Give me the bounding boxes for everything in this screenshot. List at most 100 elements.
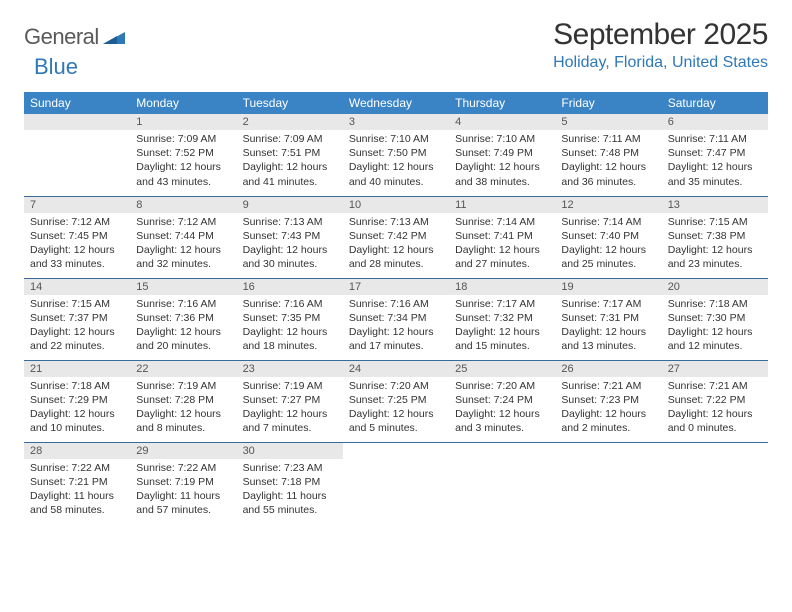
sunset-line: Sunset: 7:30 PM: [668, 311, 762, 325]
sunrise-line: Sunrise: 7:10 AM: [455, 132, 549, 146]
day-number: 23: [237, 361, 343, 377]
day-content: Sunrise: 7:20 AMSunset: 7:25 PMDaylight:…: [343, 377, 449, 440]
calendar-week: 14Sunrise: 7:15 AMSunset: 7:37 PMDayligh…: [24, 278, 768, 360]
sunrise-line: Sunrise: 7:21 AM: [668, 379, 762, 393]
day-content: Sunrise: 7:14 AMSunset: 7:40 PMDaylight:…: [555, 213, 661, 276]
sunset-line: Sunset: 7:23 PM: [561, 393, 655, 407]
day-number: 30: [237, 443, 343, 459]
daylight-line: Daylight: 12 hours and 5 minutes.: [349, 407, 443, 435]
title-block: September 2025 Holiday, Florida, United …: [553, 18, 768, 72]
sunset-line: Sunset: 7:38 PM: [668, 229, 762, 243]
daylight-line: Daylight: 12 hours and 3 minutes.: [455, 407, 549, 435]
calendar-cell: 3Sunrise: 7:10 AMSunset: 7:50 PMDaylight…: [343, 114, 449, 196]
weekday-header: Thursday: [449, 92, 555, 114]
weekday-header: Friday: [555, 92, 661, 114]
day-number: 9: [237, 197, 343, 213]
calendar-table: SundayMondayTuesdayWednesdayThursdayFrid…: [24, 92, 768, 524]
sunrise-line: Sunrise: 7:22 AM: [136, 461, 230, 475]
calendar-cell: 25Sunrise: 7:20 AMSunset: 7:24 PMDayligh…: [449, 360, 555, 442]
day-content: Sunrise: 7:10 AMSunset: 7:49 PMDaylight:…: [449, 130, 555, 193]
sunset-line: Sunset: 7:21 PM: [30, 475, 124, 489]
day-content: Sunrise: 7:22 AMSunset: 7:21 PMDaylight:…: [24, 459, 130, 522]
month-title: September 2025: [553, 18, 768, 52]
day-number: 4: [449, 114, 555, 130]
calendar-cell: 9 Sunrise: 7:13 AMSunset: 7:43 PMDaylight…: [237, 196, 343, 278]
sunrise-line: Sunrise: 7:16 AM: [136, 297, 230, 311]
sunrise-line: Sunrise: 7:20 AM: [455, 379, 549, 393]
day-number: 1: [130, 114, 236, 130]
sunset-line: Sunset: 7:43 PM: [243, 229, 337, 243]
sunset-line: Sunset: 7:31 PM: [561, 311, 655, 325]
calendar-week: 28Sunrise: 7:22 AMSunset: 7:21 PMDayligh…: [24, 442, 768, 524]
calendar-cell: [24, 114, 130, 196]
sunrise-line: Sunrise: 7:18 AM: [668, 297, 762, 311]
sunset-line: Sunset: 7:52 PM: [136, 146, 230, 160]
calendar-cell: 17Sunrise: 7:16 AMSunset: 7:34 PMDayligh…: [343, 278, 449, 360]
sunrise-line: Sunrise: 7:15 AM: [30, 297, 124, 311]
daylight-line: Daylight: 12 hours and 43 minutes.: [136, 160, 230, 188]
day-content: Sunrise: 7:23 AMSunset: 7:18 PMDaylight:…: [237, 459, 343, 522]
sunset-line: Sunset: 7:22 PM: [668, 393, 762, 407]
sunrise-line: Sunrise: 7:13 AM: [243, 215, 337, 229]
calendar-cell: 28Sunrise: 7:22 AMSunset: 7:21 PMDayligh…: [24, 442, 130, 524]
calendar-page: General September 2025 Holiday, Florida,…: [0, 0, 792, 534]
day-number: 2: [237, 114, 343, 130]
calendar-cell: 6Sunrise: 7:11 AMSunset: 7:47 PMDaylight…: [662, 114, 768, 196]
day-content: Sunrise: 7:16 AMSunset: 7:34 PMDaylight:…: [343, 295, 449, 358]
sunset-line: Sunset: 7:45 PM: [30, 229, 124, 243]
sunrise-line: Sunrise: 7:10 AM: [349, 132, 443, 146]
sunset-line: Sunset: 7:47 PM: [668, 146, 762, 160]
calendar-cell: 1Sunrise: 7:09 AMSunset: 7:52 PMDaylight…: [130, 114, 236, 196]
day-content: Sunrise: 7:17 AMSunset: 7:32 PMDaylight:…: [449, 295, 555, 358]
calendar-cell: 18Sunrise: 7:17 AMSunset: 7:32 PMDayligh…: [449, 278, 555, 360]
day-number: 28: [24, 443, 130, 459]
daylight-line: Daylight: 12 hours and 27 minutes.: [455, 243, 549, 271]
calendar-cell: 8Sunrise: 7:12 AMSunset: 7:44 PMDaylight…: [130, 196, 236, 278]
calendar-cell: 2Sunrise: 7:09 AMSunset: 7:51 PMDaylight…: [237, 114, 343, 196]
sunrise-line: Sunrise: 7:20 AM: [349, 379, 443, 393]
sunset-line: Sunset: 7:24 PM: [455, 393, 549, 407]
day-content: Sunrise: 7:12 AMSunset: 7:44 PMDaylight:…: [130, 213, 236, 276]
daylight-line: Daylight: 12 hours and 30 minutes.: [243, 243, 337, 271]
daylight-line: Daylight: 12 hours and 32 minutes.: [136, 243, 230, 271]
calendar-cell: 10Sunrise: 7:13 AMSunset: 7:42 PMDayligh…: [343, 196, 449, 278]
daylight-line: Daylight: 11 hours and 55 minutes.: [243, 489, 337, 517]
day-number: 18: [449, 279, 555, 295]
day-number: 26: [555, 361, 661, 377]
calendar-head: SundayMondayTuesdayWednesdayThursdayFrid…: [24, 92, 768, 114]
calendar-cell: 19Sunrise: 7:17 AMSunset: 7:31 PMDayligh…: [555, 278, 661, 360]
sunset-line: Sunset: 7:27 PM: [243, 393, 337, 407]
day-number: 7: [24, 197, 130, 213]
day-number: 14: [24, 279, 130, 295]
day-content: Sunrise: 7:18 AMSunset: 7:29 PMDaylight:…: [24, 377, 130, 440]
day-content: Sunrise: 7:19 AMSunset: 7:27 PMDaylight:…: [237, 377, 343, 440]
sunrise-line: Sunrise: 7:12 AM: [30, 215, 124, 229]
calendar-cell: 23Sunrise: 7:19 AMSunset: 7:27 PMDayligh…: [237, 360, 343, 442]
weekday-header: Wednesday: [343, 92, 449, 114]
calendar-cell: 22Sunrise: 7:19 AMSunset: 7:28 PMDayligh…: [130, 360, 236, 442]
day-number: 19: [555, 279, 661, 295]
sunset-line: Sunset: 7:41 PM: [455, 229, 549, 243]
day-content: Sunrise: 7:09 AMSunset: 7:52 PMDaylight:…: [130, 130, 236, 193]
day-content: Sunrise: 7:11 AMSunset: 7:48 PMDaylight:…: [555, 130, 661, 193]
calendar-cell: 7Sunrise: 7:12 AMSunset: 7:45 PMDaylight…: [24, 196, 130, 278]
day-number: 15: [130, 279, 236, 295]
sunset-line: Sunset: 7:44 PM: [136, 229, 230, 243]
sunset-line: Sunset: 7:36 PM: [136, 311, 230, 325]
day-content: Sunrise: 7:21 AMSunset: 7:22 PMDaylight:…: [662, 377, 768, 440]
brand-logo: General: [24, 18, 127, 50]
day-number: 24: [343, 361, 449, 377]
calendar-cell: 15Sunrise: 7:16 AMSunset: 7:36 PMDayligh…: [130, 278, 236, 360]
calendar-cell: 13Sunrise: 7:15 AMSunset: 7:38 PMDayligh…: [662, 196, 768, 278]
daylight-line: Daylight: 12 hours and 22 minutes.: [30, 325, 124, 353]
day-content: Sunrise: 7:18 AMSunset: 7:30 PMDaylight:…: [662, 295, 768, 358]
day-number: 22: [130, 361, 236, 377]
sunset-line: Sunset: 7:48 PM: [561, 146, 655, 160]
sunset-line: Sunset: 7:40 PM: [561, 229, 655, 243]
sunset-line: Sunset: 7:51 PM: [243, 146, 337, 160]
day-content: Sunrise: 7:17 AMSunset: 7:31 PMDaylight:…: [555, 295, 661, 358]
logo-triangle-icon: [103, 28, 125, 49]
sunset-line: Sunset: 7:34 PM: [349, 311, 443, 325]
calendar-cell: [555, 442, 661, 524]
day-number: 5: [555, 114, 661, 130]
